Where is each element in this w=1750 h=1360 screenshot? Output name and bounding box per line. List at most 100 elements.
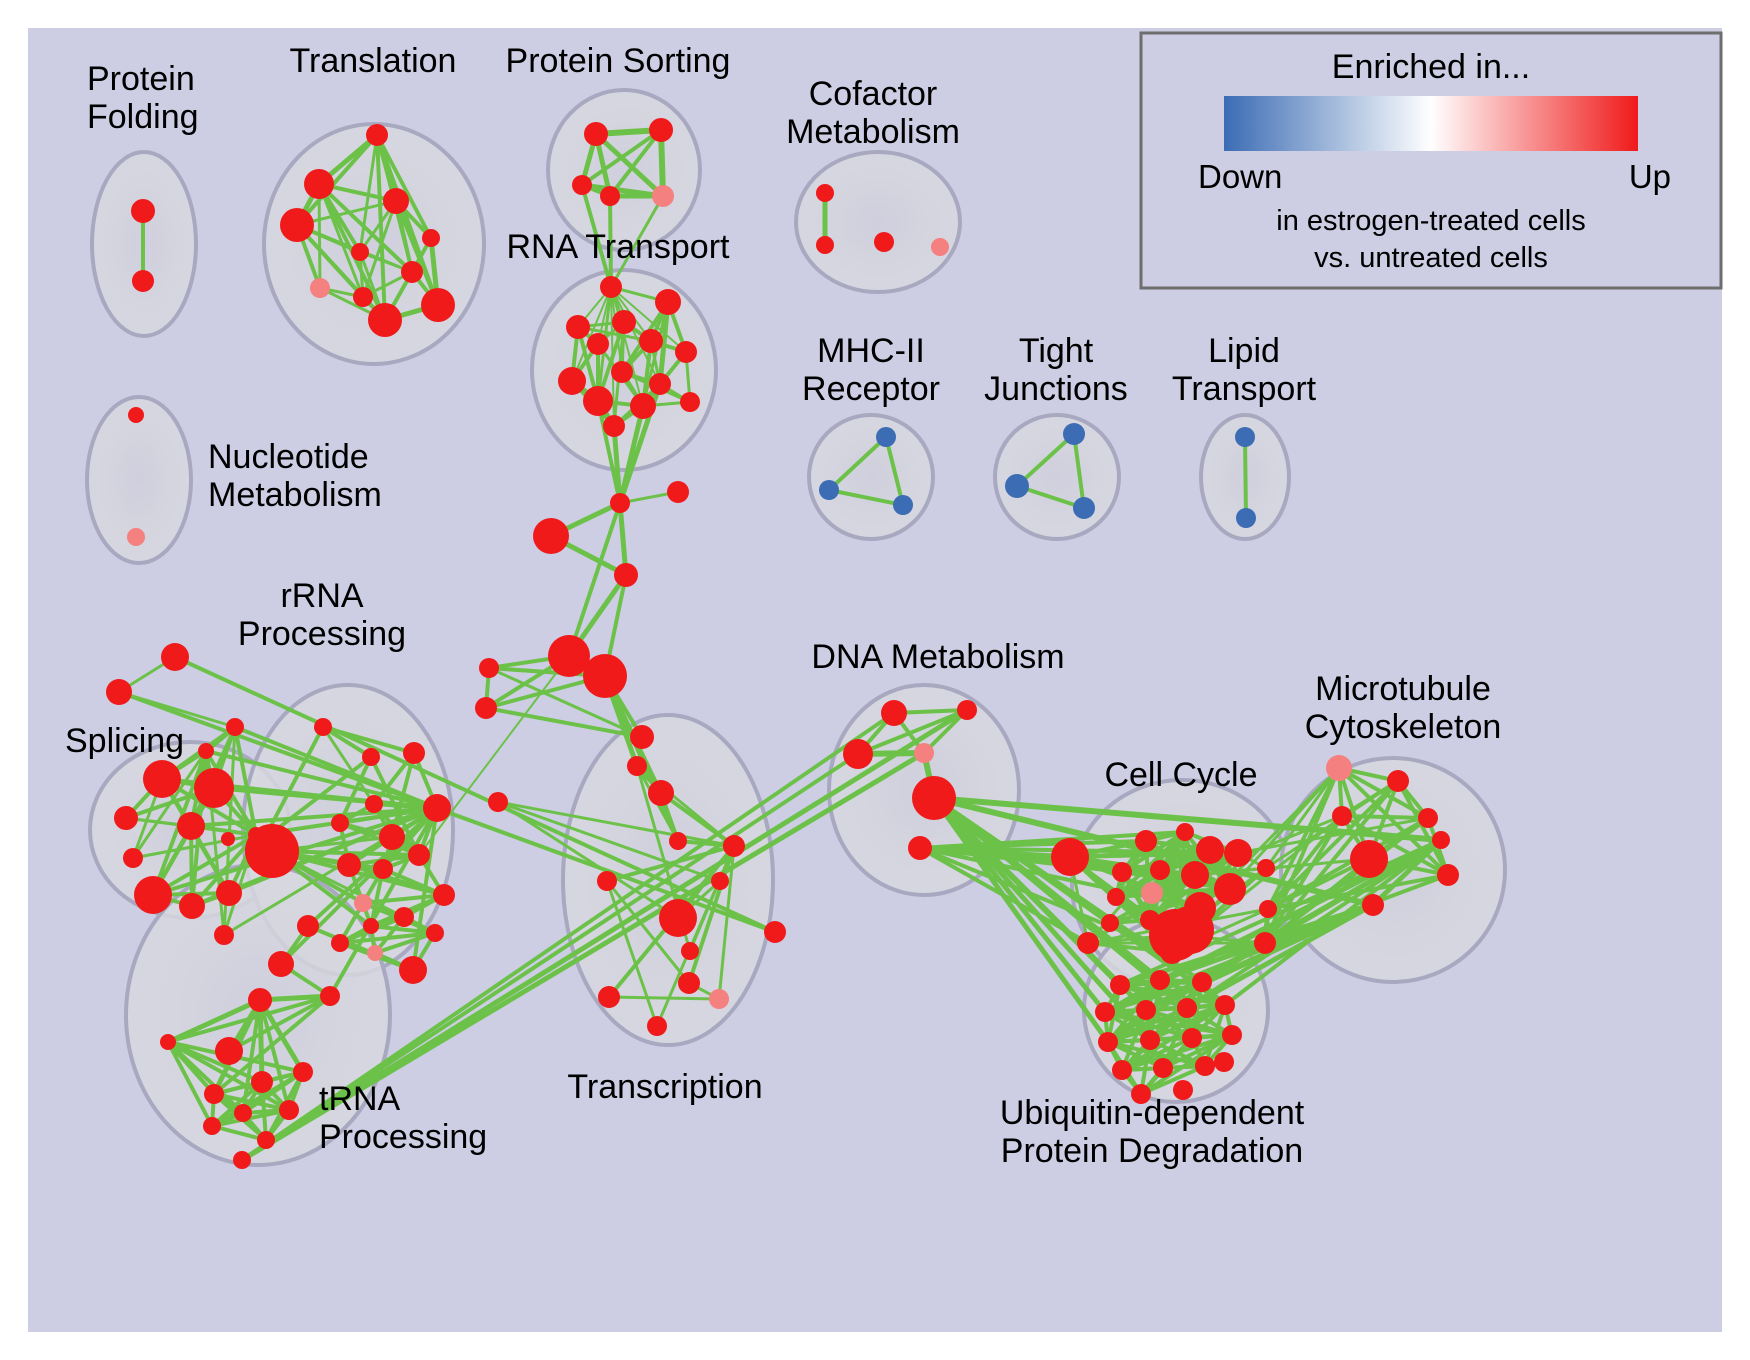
- network-node[interactable]: [127, 528, 145, 546]
- network-node[interactable]: [354, 894, 372, 912]
- network-node[interactable]: [1173, 1080, 1193, 1100]
- network-node[interactable]: [422, 229, 440, 247]
- network-node[interactable]: [1215, 995, 1235, 1015]
- network-node[interactable]: [134, 876, 172, 914]
- network-node[interactable]: [681, 942, 699, 960]
- network-node[interactable]: [1153, 1058, 1173, 1078]
- network-node[interactable]: [1437, 864, 1459, 886]
- network-node[interactable]: [1077, 932, 1099, 954]
- network-node[interactable]: [366, 124, 388, 146]
- network-node[interactable]: [1192, 972, 1212, 992]
- network-node[interactable]: [1418, 808, 1438, 828]
- network-node[interactable]: [421, 288, 455, 322]
- network-node[interactable]: [234, 1104, 252, 1122]
- network-node[interactable]: [1150, 860, 1170, 880]
- network-node[interactable]: [843, 739, 873, 769]
- network-node[interactable]: [114, 806, 138, 830]
- network-node[interactable]: [1073, 497, 1095, 519]
- network-node[interactable]: [584, 122, 608, 146]
- network-node[interactable]: [131, 199, 155, 223]
- network-node[interactable]: [639, 329, 663, 353]
- network-node[interactable]: [764, 921, 786, 943]
- network-node[interactable]: [221, 832, 235, 846]
- network-node[interactable]: [1140, 1030, 1160, 1050]
- network-node[interactable]: [310, 278, 330, 298]
- network-node[interactable]: [331, 814, 349, 832]
- network-node[interactable]: [893, 495, 913, 515]
- network-node[interactable]: [647, 1016, 667, 1036]
- network-node[interactable]: [1136, 1000, 1156, 1020]
- network-node[interactable]: [874, 232, 894, 252]
- network-node[interactable]: [914, 743, 934, 763]
- network-node[interactable]: [373, 859, 393, 879]
- network-node[interactable]: [1259, 900, 1277, 918]
- network-node[interactable]: [1112, 862, 1132, 882]
- network-node[interactable]: [566, 315, 590, 339]
- network-node[interactable]: [1236, 508, 1256, 528]
- network-node[interactable]: [723, 835, 745, 857]
- network-node[interactable]: [368, 303, 402, 337]
- network-node[interactable]: [1362, 894, 1384, 916]
- network-node[interactable]: [106, 679, 132, 705]
- network-node[interactable]: [1214, 1052, 1234, 1072]
- network-node[interactable]: [627, 756, 647, 776]
- network-node[interactable]: [245, 824, 299, 878]
- network-node[interactable]: [603, 415, 625, 437]
- network-node[interactable]: [1182, 1028, 1202, 1048]
- network-node[interactable]: [433, 884, 455, 906]
- network-node[interactable]: [1101, 914, 1119, 932]
- network-node[interactable]: [475, 697, 497, 719]
- network-node[interactable]: [479, 658, 499, 678]
- network-node[interactable]: [649, 373, 671, 395]
- network-node[interactable]: [1195, 1056, 1215, 1076]
- network-node[interactable]: [931, 238, 949, 256]
- network-node[interactable]: [1150, 970, 1170, 990]
- network-node[interactable]: [214, 925, 234, 945]
- network-node[interactable]: [1135, 830, 1157, 852]
- network-node[interactable]: [1181, 861, 1209, 889]
- network-node[interactable]: [583, 386, 613, 416]
- network-node[interactable]: [558, 367, 586, 395]
- network-node[interactable]: [143, 760, 181, 798]
- network-node[interactable]: [331, 934, 349, 952]
- network-node[interactable]: [1107, 888, 1125, 906]
- network-node[interactable]: [123, 848, 143, 868]
- network-node[interactable]: [610, 493, 630, 513]
- network-node[interactable]: [957, 700, 977, 720]
- network-node[interactable]: [280, 208, 314, 242]
- network-node[interactable]: [600, 186, 620, 206]
- network-node[interactable]: [1432, 831, 1450, 849]
- network-node[interactable]: [426, 924, 444, 942]
- network-node[interactable]: [394, 907, 414, 927]
- network-node[interactable]: [365, 795, 383, 813]
- network-node[interactable]: [667, 481, 689, 503]
- network-node[interactable]: [1257, 859, 1275, 877]
- network-node[interactable]: [362, 748, 380, 766]
- network-node[interactable]: [132, 270, 154, 292]
- network-node[interactable]: [403, 742, 425, 764]
- network-node[interactable]: [597, 871, 617, 891]
- network-node[interactable]: [655, 289, 681, 315]
- network-node[interactable]: [226, 718, 244, 736]
- network-node[interactable]: [709, 989, 729, 1009]
- network-node[interactable]: [1332, 806, 1352, 826]
- network-node[interactable]: [1176, 823, 1194, 841]
- network-node[interactable]: [583, 654, 627, 698]
- network-node[interactable]: [587, 333, 609, 355]
- network-node[interactable]: [353, 287, 373, 307]
- network-node[interactable]: [279, 1100, 299, 1120]
- network-node[interactable]: [203, 1117, 221, 1135]
- network-node[interactable]: [251, 1071, 273, 1093]
- network-node[interactable]: [314, 718, 332, 736]
- network-node[interactable]: [379, 824, 405, 850]
- network-node[interactable]: [614, 563, 638, 587]
- network-node[interactable]: [351, 243, 369, 261]
- network-node[interactable]: [1098, 1032, 1118, 1052]
- network-node[interactable]: [881, 700, 907, 726]
- network-node[interactable]: [160, 1034, 176, 1050]
- network-node[interactable]: [1350, 840, 1388, 878]
- network-node[interactable]: [675, 341, 697, 363]
- network-node[interactable]: [630, 725, 654, 749]
- network-node[interactable]: [1177, 998, 1197, 1018]
- network-node[interactable]: [363, 918, 379, 934]
